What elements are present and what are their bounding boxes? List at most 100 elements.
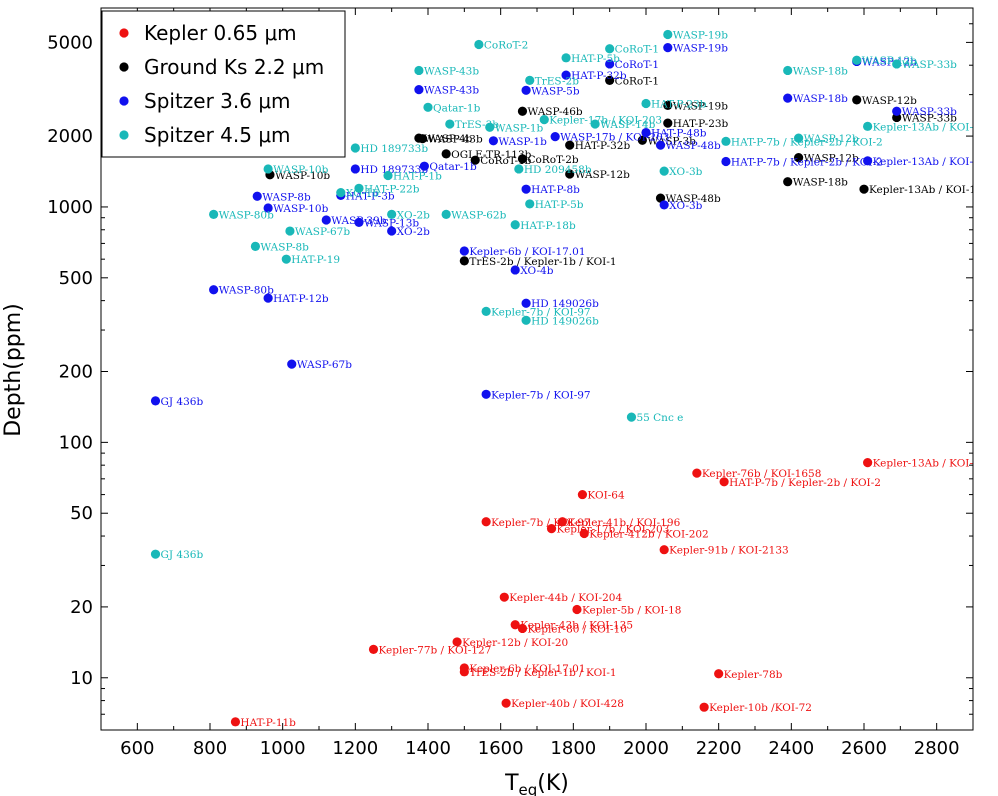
point-label: CoRoT-2 — [484, 39, 528, 51]
data-point — [859, 184, 869, 194]
point-label: WASP-67b — [297, 359, 352, 371]
point-label: WASP-5b — [531, 85, 580, 97]
data-point — [470, 155, 480, 165]
point-label: WASP-18b — [793, 65, 848, 77]
point-label: HAT-P-7b / Kepler-2b / KOI-2 — [731, 156, 883, 168]
point-label: WASP-1b — [498, 136, 547, 148]
point-label: HAT-P-5b — [571, 53, 620, 65]
data-point — [565, 140, 575, 150]
x-tick-label: 600 — [120, 738, 154, 759]
plot-area: HAT-P-11b Kepler-77b / KOI-127Kepler-12b … — [150, 30, 987, 729]
data-point — [721, 156, 731, 167]
data-point — [565, 169, 575, 179]
data-point — [354, 183, 364, 193]
point-label: WASP-18b — [793, 93, 848, 105]
point-label: WASP-10b — [275, 170, 330, 182]
data-point — [336, 188, 346, 198]
data-point — [637, 135, 647, 145]
point-label: HAT-P-32b — [571, 70, 627, 82]
y-tick-label: 10 — [70, 668, 93, 689]
data-point — [663, 43, 673, 53]
x-tick-label: 1400 — [405, 738, 451, 759]
point-label: TrES-2b / Kepler-1b / KOI-1 — [469, 667, 616, 679]
point-label: Kepler-13Ab / KOI-13 — [869, 184, 983, 196]
data-point — [417, 134, 428, 144]
point-label: WASP-33b — [902, 106, 957, 118]
data-point — [387, 209, 397, 219]
x-axis-title: Teq(K) — [504, 771, 569, 796]
x-tick-label: 800 — [193, 738, 227, 759]
x-tick-label: 2800 — [914, 738, 960, 759]
data-point — [321, 215, 331, 225]
point-label: Kepler-41b / KOI-196 — [567, 517, 680, 529]
data-point — [387, 226, 397, 236]
point-label: Kepler-6b / KOI-17.01 — [469, 246, 585, 258]
data-point — [419, 161, 429, 171]
point-label: HD 209458b — [524, 164, 592, 176]
point-label: Kepler-12b / KOI-20 — [462, 637, 568, 649]
x-axis-title-unit: (K) — [537, 771, 569, 796]
legend-box — [101, 10, 346, 158]
data-point — [481, 306, 491, 316]
data-point — [590, 119, 600, 129]
data-point — [641, 127, 651, 138]
data-point — [510, 220, 520, 230]
data-point — [230, 717, 241, 727]
point-label: HAT-P-3b — [346, 190, 395, 202]
data-point — [350, 143, 360, 153]
data-point — [663, 118, 673, 128]
data-point — [287, 359, 297, 369]
point-label: WASP-12b — [575, 169, 630, 181]
data-point — [521, 184, 531, 194]
data-point — [783, 65, 793, 76]
y-tick-label: 2000 — [47, 126, 93, 147]
point-label: Kepler-10b /KOI-72 — [709, 702, 812, 714]
data-point — [488, 136, 498, 146]
data-point — [659, 200, 669, 210]
data-point — [525, 199, 535, 209]
data-point — [481, 517, 491, 527]
y-tick-label: 20 — [70, 597, 93, 618]
legend-marker — [119, 62, 129, 72]
point-label: Kepler-6b / KOI-17.01 — [469, 663, 585, 675]
data-point — [517, 623, 528, 634]
point-label: WASP-19b — [673, 100, 728, 112]
point-label: 55 Cnc e — [636, 412, 683, 424]
x-tick-label: 1000 — [260, 738, 306, 759]
point-label: WASP-4b — [424, 133, 473, 145]
data-point — [414, 65, 424, 76]
data-point — [209, 209, 219, 219]
data-point — [655, 193, 666, 203]
point-label: Kepler-13Ab / KOI-13 — [873, 121, 987, 133]
point-label: HD 149026b — [531, 298, 599, 310]
data-point — [721, 136, 731, 146]
point-label: WASP-18b — [793, 177, 848, 189]
data-point — [521, 85, 531, 95]
legend-entry: Ground Ks 2.2 μm — [144, 55, 324, 79]
point-label: Kepler-412b / KOI-202 — [589, 529, 709, 541]
data-point — [605, 75, 615, 85]
point-label: HAT-P-32b — [575, 140, 631, 152]
point-label: WASP-80b — [219, 285, 274, 297]
point-label: Kepler-7b / KOI-97 — [491, 306, 590, 318]
data-point — [510, 265, 520, 275]
point-label: Qatar-1b — [433, 102, 481, 114]
point-label: XO-3b — [669, 166, 703, 178]
data-point — [714, 669, 724, 679]
x-tick-label: 2200 — [696, 738, 742, 759]
data-point — [783, 93, 793, 103]
series-2: GJ 436bWASP-80bWASP-8bWASP-10bHAT-P-12bW… — [150, 43, 973, 408]
series-3: GJ 436bWASP-80bWASP-8bWASP-10bHAT-P-19WA… — [150, 30, 987, 561]
legend-entry: Spitzer 3.6 μm — [144, 89, 291, 113]
data-point — [699, 702, 709, 712]
point-label: HAT-P-7b / Kepler-2b / KOI-2 — [731, 136, 883, 148]
point-label: HAT-P-23b — [651, 99, 707, 111]
data-point — [659, 545, 669, 555]
data-point — [794, 153, 804, 163]
data-point — [719, 477, 729, 487]
point-label: Kepler-5b / KOI-18 — [582, 604, 681, 616]
point-label: XO-4b — [520, 265, 554, 277]
point-label: WASP-10b — [273, 164, 328, 176]
data-point — [539, 114, 549, 125]
